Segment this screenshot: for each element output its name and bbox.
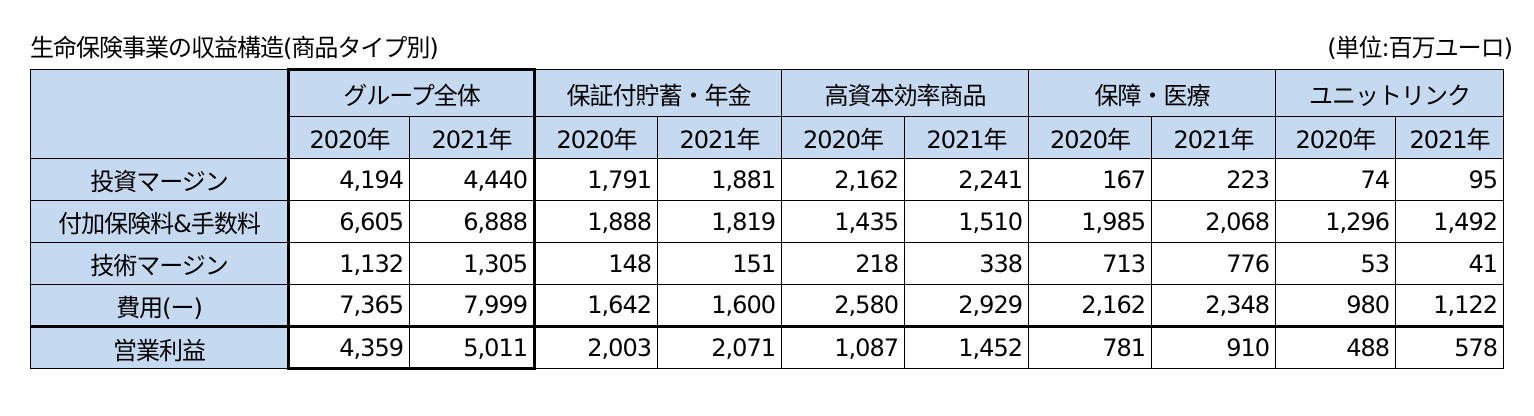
value-cell: 2,162 <box>1028 284 1152 327</box>
value-cell: 338 <box>904 242 1029 285</box>
value-cell: 1,510 <box>904 200 1029 243</box>
value-cell: 2,580 <box>781 284 905 327</box>
value-cell: 7,999 <box>409 284 536 327</box>
row-label: 付加保険料&手数料 <box>30 200 289 243</box>
row-label: 費用(ー) <box>30 284 289 327</box>
value-cell: 488 <box>1275 325 1396 369</box>
value-cell: 1,492 <box>1395 200 1504 243</box>
value-cell: 95 <box>1395 158 1504 201</box>
value-cell: 7,365 <box>287 284 410 327</box>
group-header-cell: グループ全体 <box>287 68 536 117</box>
table-row: 費用(ー) 7,365 7,999 1,642 1,600 2,580 2,92… <box>30 284 1504 327</box>
year-header-cell: 2020年 <box>534 116 658 159</box>
value-cell: 1,452 <box>904 325 1029 369</box>
value-cell: 6,888 <box>409 200 536 243</box>
value-cell: 2,348 <box>1151 284 1276 327</box>
table-row: 技術マージン 1,132 1,305 148 151 218 338 713 7… <box>30 242 1504 285</box>
year-header-cell: 2021年 <box>904 116 1029 159</box>
value-cell: 781 <box>1028 325 1152 369</box>
value-cell: 6,605 <box>287 200 410 243</box>
value-cell: 223 <box>1151 158 1276 201</box>
row-label: 投資マージン <box>30 158 289 201</box>
value-cell: 1,435 <box>781 200 905 243</box>
value-cell: 980 <box>1275 284 1396 327</box>
table-title: 生命保険事業の収益構造(商品タイプ別) <box>30 34 439 62</box>
group-header-row: グループ全体 保証付貯蓄・年金 高資本効率商品 保障・医療 ユニットリンク <box>30 68 1504 159</box>
value-cell: 2,071 <box>657 325 782 369</box>
value-cell: 910 <box>1151 325 1276 369</box>
value-cell: 74 <box>1275 158 1396 201</box>
revenue-table: グループ全体 保証付貯蓄・年金 高資本効率商品 保障・医療 ユニットリンク 20… <box>30 68 1504 370</box>
year-header-cell: 2021年 <box>409 116 536 159</box>
table-row: 投資マージン 4,194 4,440 1,791 1,881 2,162 2,2… <box>30 158 1504 201</box>
year-header-row: 2020年 2021年 2020年 2021年 2020年 2021年 2020… <box>31 116 1504 159</box>
value-cell: 218 <box>781 242 905 285</box>
row-label: 技術マージン <box>30 242 289 285</box>
value-cell: 1,122 <box>1395 284 1504 327</box>
value-cell: 1,985 <box>1028 200 1152 243</box>
value-cell: 713 <box>1028 242 1152 285</box>
value-cell: 2,162 <box>781 158 905 201</box>
value-cell: 2,929 <box>904 284 1029 327</box>
corner-cell <box>30 69 289 159</box>
value-cell: 4,359 <box>287 325 410 370</box>
group-header-cell: ユニットリンク <box>1275 69 1504 117</box>
table-row: 付加保険料&手数料 6,605 6,888 1,888 1,819 1,435 … <box>30 200 1504 243</box>
group-header-cell: 保証付貯蓄・年金 <box>534 69 782 117</box>
value-cell: 578 <box>1395 325 1504 369</box>
value-cell: 4,194 <box>287 158 410 201</box>
year-header-cell: 2020年 <box>1028 116 1152 159</box>
value-cell: 2,003 <box>534 325 658 369</box>
group-header-cell: 高資本効率商品 <box>781 69 1029 117</box>
table-row-total: 営業利益 4,359 5,011 2,003 2,071 1,087 1,452… <box>30 325 1504 370</box>
value-cell: 2,068 <box>1151 200 1276 243</box>
value-cell: 151 <box>657 242 782 285</box>
value-cell: 1,600 <box>657 284 782 327</box>
value-cell: 1,888 <box>534 200 658 243</box>
value-cell: 5,011 <box>409 325 536 370</box>
unit-label: (単位:百万ユーロ) <box>1327 34 1513 62</box>
value-cell: 1,642 <box>534 284 658 327</box>
value-cell: 41 <box>1395 242 1504 285</box>
year-header-cell: 2021年 <box>657 116 782 159</box>
value-cell: 776 <box>1151 242 1276 285</box>
year-header-cell: 2020年 <box>1275 116 1396 159</box>
value-cell: 167 <box>1028 158 1152 201</box>
row-label: 営業利益 <box>30 325 289 369</box>
value-cell: 148 <box>534 242 658 285</box>
value-cell: 2,241 <box>904 158 1029 201</box>
value-cell: 1,881 <box>657 158 782 201</box>
year-header-cell: 2021年 <box>1151 116 1276 159</box>
group-header-cell: 保障・医療 <box>1028 69 1276 117</box>
value-cell: 1,791 <box>534 158 658 201</box>
value-cell: 53 <box>1275 242 1396 285</box>
value-cell: 1,087 <box>781 325 905 369</box>
year-header-cell: 2021年 <box>1395 116 1504 159</box>
value-cell: 1,819 <box>657 200 782 243</box>
value-cell: 4,440 <box>409 158 536 201</box>
value-cell: 1,296 <box>1275 200 1396 243</box>
value-cell: 1,305 <box>409 242 536 285</box>
year-header-cell: 2020年 <box>287 116 410 159</box>
year-header-cell: 2020年 <box>781 116 905 159</box>
value-cell: 1,132 <box>287 242 410 285</box>
